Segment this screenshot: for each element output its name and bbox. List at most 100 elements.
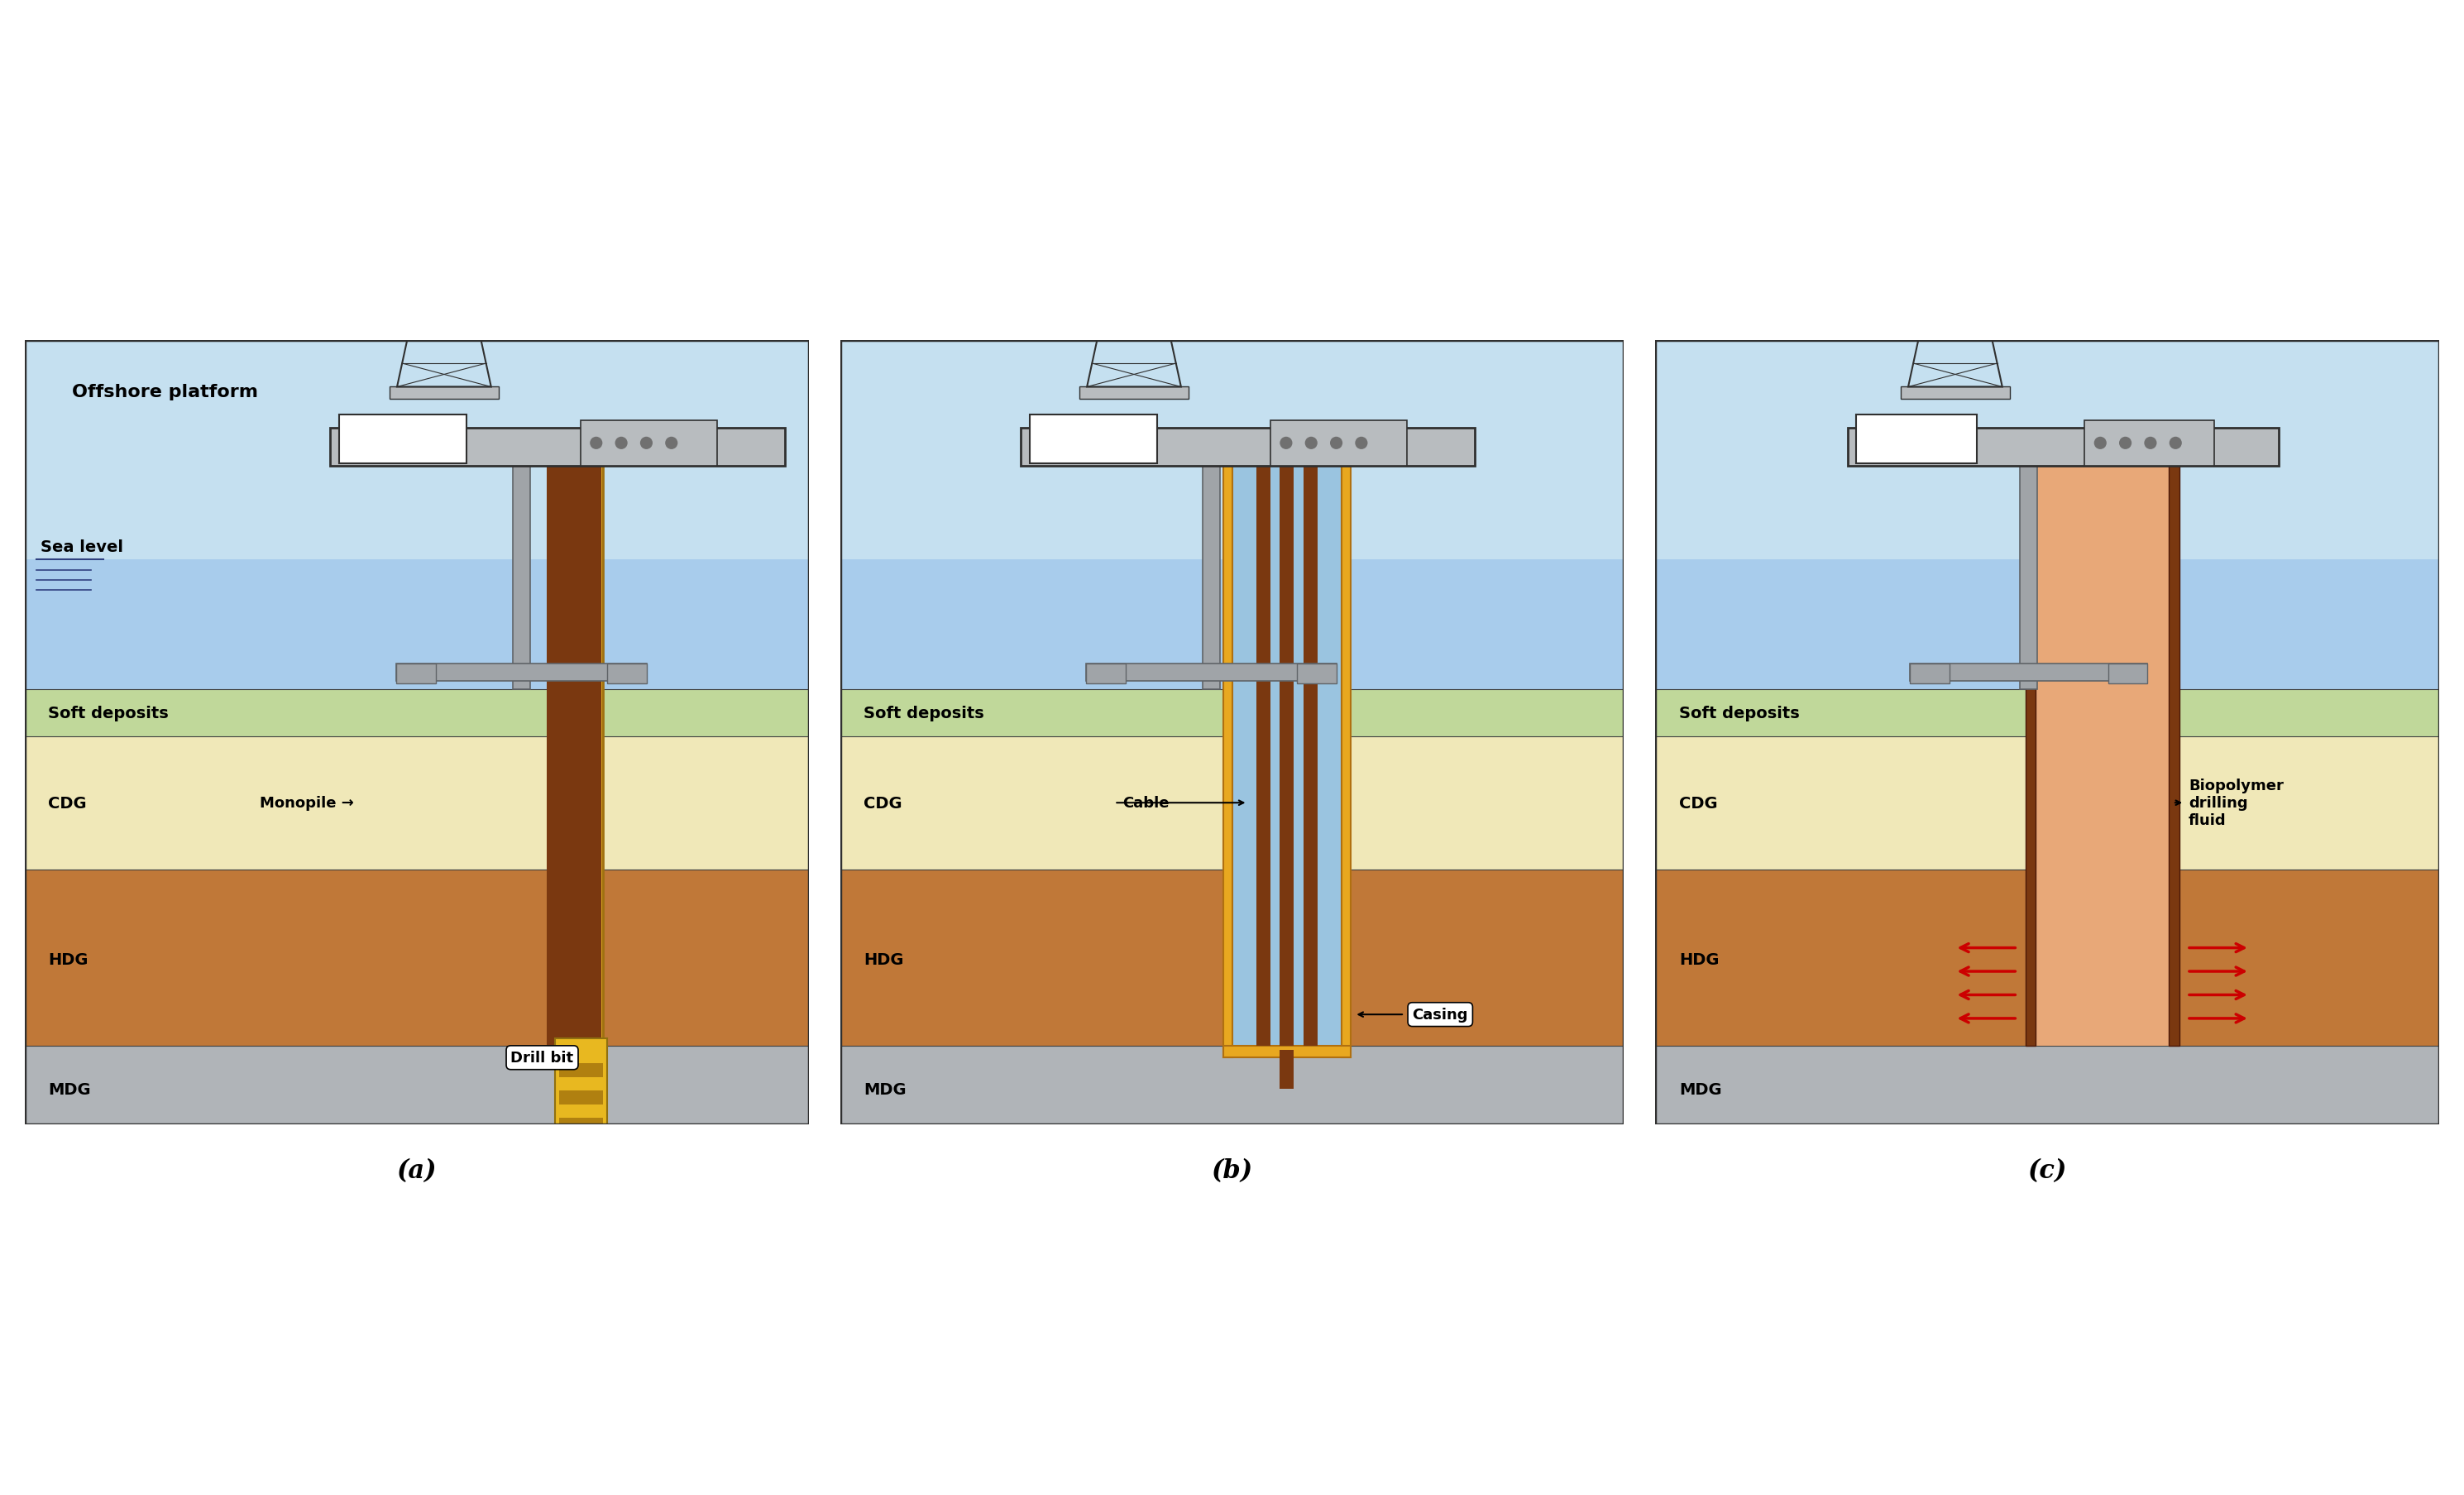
Bar bbox=[2107, 664, 2146, 683]
Bar bbox=[574, 466, 586, 1038]
Text: MDG: MDG bbox=[1678, 1081, 1722, 1097]
Text: (c): (c) bbox=[2028, 1157, 2067, 1183]
Bar bbox=[1087, 664, 1126, 683]
Bar bbox=[559, 1091, 604, 1105]
Text: Soft deposits: Soft deposits bbox=[49, 706, 168, 721]
Bar bbox=[567, 466, 596, 1038]
Bar bbox=[25, 737, 808, 870]
Bar bbox=[2085, 422, 2215, 466]
Bar bbox=[567, 466, 582, 1061]
Bar bbox=[330, 429, 786, 466]
Bar bbox=[25, 689, 808, 737]
Bar bbox=[1656, 341, 2439, 561]
Bar bbox=[1202, 466, 1220, 689]
Bar bbox=[1257, 466, 1271, 1046]
Text: (b): (b) bbox=[1212, 1157, 1252, 1183]
Circle shape bbox=[1947, 229, 1964, 248]
Circle shape bbox=[2119, 437, 2131, 450]
Text: Biopolymer
drilling
fluid: Biopolymer drilling fluid bbox=[2188, 779, 2284, 828]
Bar bbox=[1030, 416, 1156, 463]
Bar bbox=[397, 664, 646, 682]
Bar bbox=[559, 1118, 604, 1132]
Text: MDG: MDG bbox=[49, 1081, 91, 1097]
Bar bbox=[599, 1136, 609, 1156]
Text: Soft deposits: Soft deposits bbox=[862, 706, 983, 721]
Text: Cable: Cable bbox=[1121, 795, 1168, 810]
Bar bbox=[2020, 466, 2038, 689]
Text: Sea level: Sea level bbox=[39, 538, 123, 555]
Bar bbox=[1232, 466, 1343, 1046]
Text: Casing: Casing bbox=[1412, 1008, 1469, 1023]
Circle shape bbox=[641, 437, 653, 450]
Bar bbox=[25, 1046, 808, 1124]
Bar bbox=[513, 466, 530, 689]
Bar bbox=[25, 870, 808, 1046]
Text: MDG: MDG bbox=[862, 1081, 907, 1097]
Text: Monopile →: Monopile → bbox=[259, 795, 355, 810]
Ellipse shape bbox=[1232, 1023, 1343, 1054]
Bar bbox=[1079, 387, 1190, 399]
Bar bbox=[1855, 416, 1976, 463]
Circle shape bbox=[616, 437, 628, 450]
Bar bbox=[1910, 664, 1949, 683]
Bar bbox=[606, 664, 646, 683]
Bar bbox=[1343, 466, 1350, 1058]
Bar bbox=[840, 737, 1624, 870]
Circle shape bbox=[665, 437, 678, 450]
Text: CDG: CDG bbox=[49, 795, 86, 810]
Text: Soft deposits: Soft deposits bbox=[1678, 706, 1799, 721]
Bar bbox=[1848, 429, 2279, 466]
Bar bbox=[840, 870, 1624, 1046]
Text: HDG: HDG bbox=[862, 952, 904, 967]
Bar bbox=[1656, 561, 2439, 689]
Bar bbox=[25, 561, 808, 689]
Bar bbox=[840, 689, 1624, 737]
Circle shape bbox=[1124, 229, 1143, 248]
Bar bbox=[554, 1038, 606, 1141]
Bar bbox=[1900, 387, 2011, 399]
Text: CDG: CDG bbox=[1678, 795, 1717, 810]
Text: Offshore platform: Offshore platform bbox=[71, 383, 259, 399]
Bar bbox=[397, 664, 436, 683]
Bar bbox=[589, 466, 601, 1038]
Bar bbox=[1087, 664, 1335, 682]
Bar bbox=[1225, 466, 1232, 1058]
Bar bbox=[1303, 466, 1318, 1046]
Bar bbox=[582, 422, 717, 466]
Bar bbox=[559, 1063, 604, 1078]
Circle shape bbox=[1331, 437, 1343, 450]
Bar bbox=[1279, 466, 1294, 1046]
Bar bbox=[1656, 737, 2439, 870]
Text: Drill bit: Drill bit bbox=[510, 1051, 574, 1066]
Bar bbox=[1656, 870, 2439, 1046]
Bar bbox=[562, 466, 574, 1038]
Bar bbox=[1656, 689, 2439, 737]
Bar bbox=[586, 1136, 596, 1156]
Bar bbox=[1656, 1046, 2439, 1124]
Bar bbox=[340, 416, 466, 463]
Bar bbox=[2168, 466, 2178, 1046]
Bar bbox=[840, 561, 1624, 689]
Bar bbox=[1910, 664, 2146, 682]
Bar bbox=[1296, 664, 1335, 683]
Text: HDG: HDG bbox=[49, 952, 89, 967]
Circle shape bbox=[434, 229, 453, 248]
Circle shape bbox=[589, 437, 601, 450]
Bar bbox=[564, 1136, 572, 1156]
Text: HDG: HDG bbox=[1678, 952, 1720, 967]
Bar bbox=[2035, 466, 2168, 1046]
Circle shape bbox=[2168, 437, 2181, 450]
Circle shape bbox=[1279, 437, 1294, 450]
Circle shape bbox=[2144, 437, 2156, 450]
Bar bbox=[547, 466, 562, 1061]
Bar bbox=[389, 387, 498, 399]
Bar bbox=[574, 1136, 584, 1156]
Bar bbox=[1225, 1046, 1350, 1058]
Circle shape bbox=[2094, 437, 2107, 450]
Bar bbox=[1271, 422, 1407, 466]
Text: CDG: CDG bbox=[862, 795, 902, 810]
Bar bbox=[586, 466, 601, 1061]
Bar bbox=[840, 341, 1624, 561]
Circle shape bbox=[1306, 437, 1318, 450]
Bar bbox=[1279, 1049, 1294, 1090]
